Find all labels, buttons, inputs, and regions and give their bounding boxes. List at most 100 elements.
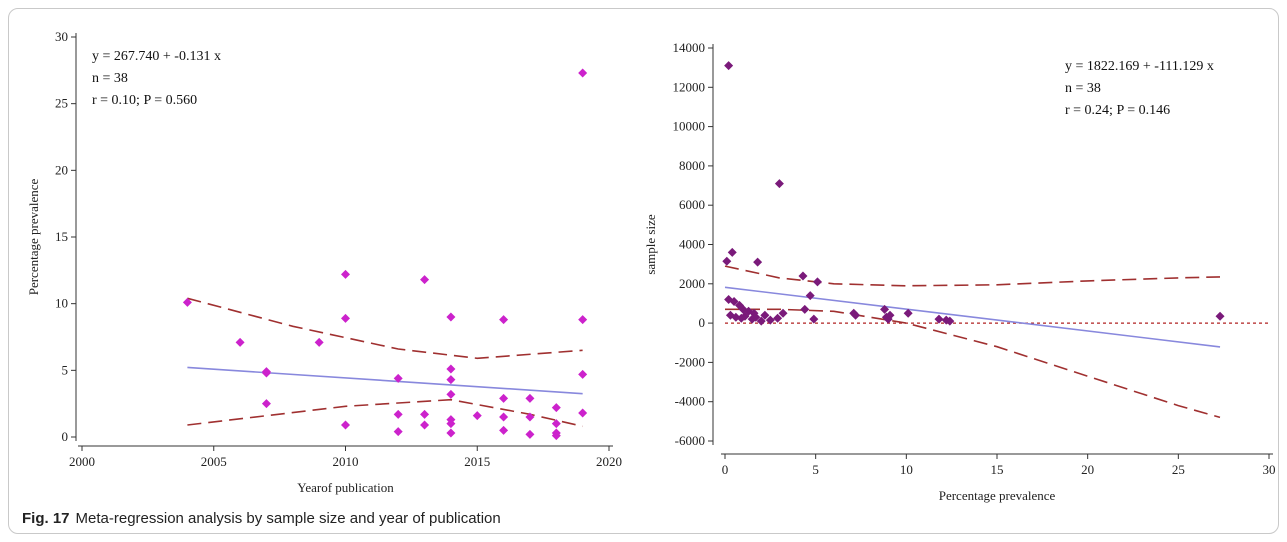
y-tick-label: -2000: [675, 354, 705, 369]
y-tick-label: 15: [55, 229, 68, 244]
data-point: [778, 308, 788, 318]
data-point: [578, 68, 588, 78]
data-point: [446, 428, 456, 438]
data-point: [809, 314, 819, 324]
data-point: [182, 297, 192, 307]
data-point: [341, 313, 350, 323]
stats-annotation: y = 1822.169 + -111.129 x: [1065, 59, 1214, 74]
y-axis-title: Percentage prevalence: [26, 178, 41, 295]
x-tick-label: 2010: [333, 454, 359, 469]
data-point: [446, 364, 456, 374]
x-tick-label: 30: [1263, 462, 1276, 477]
data-point: [446, 419, 456, 429]
data-point: [341, 420, 350, 430]
data-point: [885, 310, 895, 320]
data-point: [525, 429, 535, 439]
data-point: [740, 311, 750, 321]
ci-upper-curve: [187, 297, 583, 360]
data-point: [1215, 311, 1225, 321]
x-tick-label: 2000: [69, 454, 95, 469]
figure-caption: Fig. 17 Meta-regression analysis by sampl…: [22, 510, 501, 527]
data-point: [472, 411, 482, 421]
chart-prevalence-vs-sample-size: -6000 -4000 -2000 0 2000 4000 6000 8000 10000 120…: [643, 40, 1276, 503]
data-point: [760, 310, 770, 320]
data-point: [551, 419, 561, 429]
regression-line: [724, 286, 1221, 348]
data-point: [578, 408, 588, 418]
data-point: [773, 313, 783, 323]
y-tick-label: 6000: [679, 197, 705, 212]
y-tick-label: 10000: [673, 119, 706, 134]
stats-annotation: r = 0.10; P = 0.560: [92, 93, 197, 108]
x-tick-label: 2020: [596, 454, 622, 469]
data-point: [880, 304, 890, 314]
y-tick-label: 0: [699, 315, 706, 330]
ci-upper-curve: [724, 265, 1221, 287]
data-point: [393, 409, 403, 419]
stats-annotation: r = 0.24; P = 0.146: [1065, 103, 1170, 118]
regression-line: [187, 366, 583, 395]
data-point: [499, 425, 509, 435]
data-point: [805, 291, 815, 301]
x-axis-title: Percentage prevalence: [939, 488, 1056, 503]
y-tick-label: -6000: [675, 433, 705, 448]
data-point: [525, 412, 535, 422]
data-point: [235, 337, 245, 347]
y-tick-label: 8000: [679, 158, 705, 173]
data-point: [341, 269, 350, 279]
data-point: [499, 412, 509, 422]
figure-label: Fig. 17: [22, 510, 70, 527]
ci-lower-curve: [725, 308, 1221, 419]
data-point: [551, 403, 561, 413]
data-point: [446, 389, 456, 399]
data-point: [798, 271, 808, 281]
data-point: [261, 399, 271, 409]
data-point: [420, 409, 430, 419]
y-axis-title: sample size: [643, 214, 658, 275]
data-point: [756, 316, 766, 326]
x-tick-label: 5: [812, 462, 819, 477]
chart-year-vs-prevalence: 0 5 10 15 20 25 30 2000 2005 2010 2015 2020 Yearof p…: [26, 29, 622, 495]
y-tick-label: 14000: [673, 40, 706, 55]
x-tick-label: 25: [1172, 462, 1185, 477]
data-point: [499, 393, 509, 403]
y-tick-label: 25: [55, 96, 68, 111]
data-point: [724, 61, 734, 71]
stats-annotation: n = 38: [1065, 81, 1101, 96]
figure-caption-text: Meta-regression analysis by sample size …: [75, 510, 501, 527]
data-point: [525, 393, 535, 403]
data-point: [800, 304, 810, 314]
data-point: [851, 310, 861, 320]
stats-annotation: n = 38: [92, 71, 128, 86]
data-point: [551, 431, 561, 441]
y-tick-label: 12000: [673, 79, 706, 94]
y-tick-label: 4000: [679, 237, 705, 252]
data-point: [446, 312, 456, 322]
x-tick-label: 2015: [464, 454, 490, 469]
data-point: [812, 277, 822, 287]
x-tick-label: 20: [1081, 462, 1094, 477]
data-point: [945, 316, 955, 326]
stats-annotation: y = 267.740 + -0.131 x: [92, 49, 221, 64]
data-point: [765, 315, 775, 325]
data-point: [934, 314, 944, 324]
x-tick-label: 10: [900, 462, 913, 477]
data-point: [420, 275, 430, 285]
x-tick-label: 0: [722, 462, 729, 477]
data-point: [261, 368, 271, 378]
data-point: [751, 312, 761, 322]
data-point: [722, 256, 732, 266]
y-tick-label: 20: [55, 162, 68, 177]
data-point: [420, 420, 430, 430]
data-point: [499, 315, 509, 325]
y-tick-label: 30: [55, 29, 68, 44]
y-tick-label: 2000: [679, 276, 705, 291]
data-point: [314, 337, 324, 347]
data-point: [578, 369, 588, 379]
x-tick-label: 2005: [201, 454, 227, 469]
data-point: [727, 247, 737, 257]
ci-lower-curve: [187, 398, 583, 428]
data-point: [753, 257, 763, 267]
data-point: [393, 427, 403, 437]
